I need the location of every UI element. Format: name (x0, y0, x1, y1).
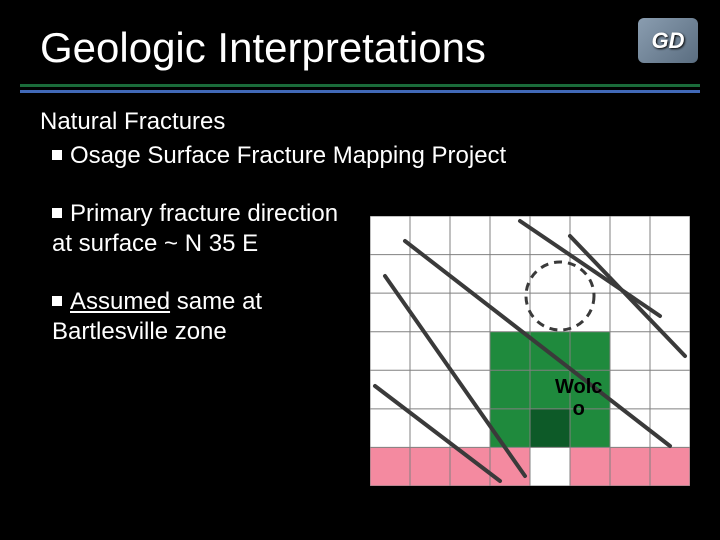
bullet-text: Osage Surface Fracture Mapping Project (70, 142, 506, 169)
bullet-icon (52, 208, 62, 218)
company-logo: GD (638, 18, 698, 63)
bullet-text: Primary fracture direction at surface ~ … (52, 200, 338, 257)
bullet-icon (52, 296, 62, 306)
bullet-item: Primary fracture direction at surface ~ … (52, 199, 352, 259)
content-subtitle: Natural Fractures (40, 108, 680, 136)
map-label-wolco: Wolco (555, 376, 602, 420)
bullet-text: Assumed same at Bartlesville zone (52, 288, 262, 345)
slide-title: Geologic Interpretations (40, 24, 486, 72)
bullet-icon (52, 150, 62, 160)
fracture-map: Wolco (370, 216, 690, 486)
map-svg (370, 216, 690, 486)
title-rule (20, 90, 700, 93)
bullet-item: Osage Surface Fracture Mapping Project (52, 140, 680, 171)
bullet-item: Assumed same at Bartlesville zone (52, 287, 352, 347)
title-rule (20, 84, 700, 87)
